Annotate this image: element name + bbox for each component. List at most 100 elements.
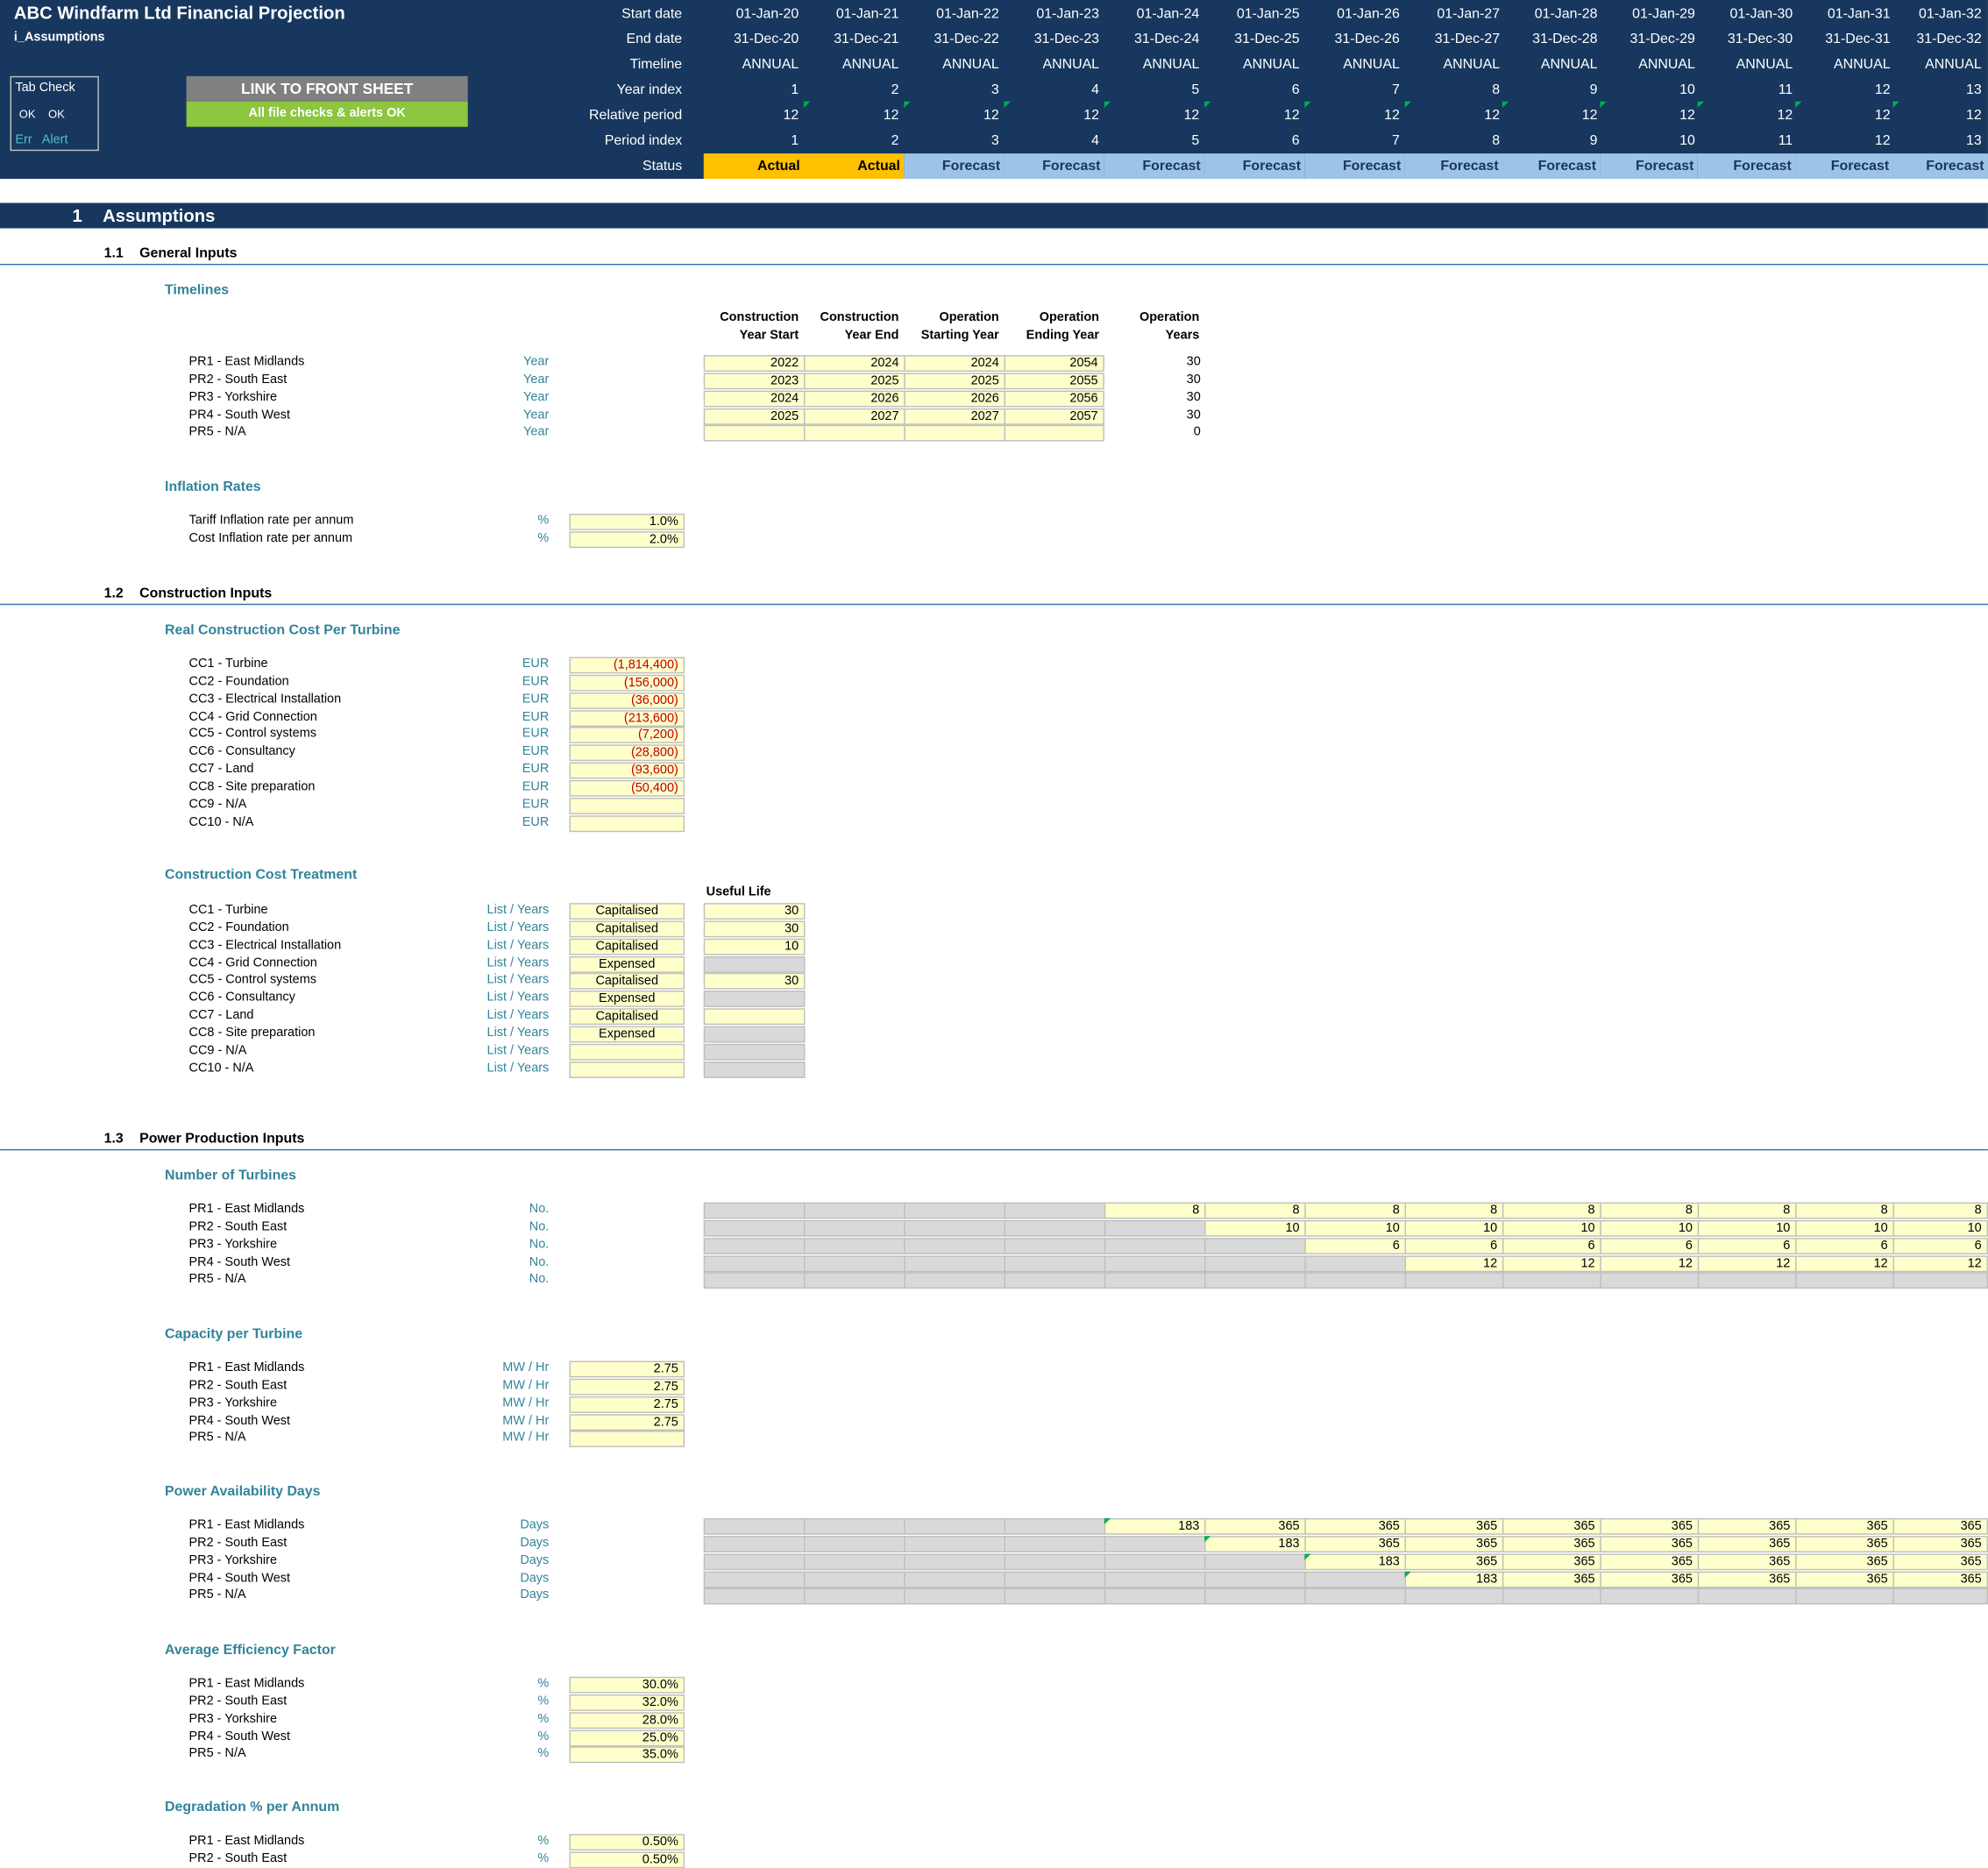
timeline-value-cell[interactable]: 365 [1502,1535,1601,1552]
timeline-value-cell[interactable]: 12 [1600,1254,1700,1272]
useful-life-input[interactable]: 30 [703,973,806,991]
timeline-value-cell[interactable]: 8 [1304,1202,1407,1219]
timeline-value-cell[interactable]: 365 [1697,1553,1797,1570]
timeline-value-cell[interactable]: 8 [1502,1202,1601,1219]
timeline-value-cell[interactable]: 12 [1697,1254,1797,1272]
timeline-value-cell[interactable]: 8 [1404,1202,1504,1219]
year-input[interactable]: 2024 [804,355,905,372]
timeline-value-cell[interactable]: 6 [1600,1237,1700,1254]
value-input[interactable]: 1.0% [569,513,685,530]
timeline-value-cell[interactable]: 12 [1404,1254,1504,1272]
timeline-value-cell[interactable]: 6 [1697,1237,1797,1254]
year-input[interactable]: 2025 [703,408,806,425]
timeline-value-cell[interactable]: 12 [1795,1254,1894,1272]
treatment-dropdown[interactable] [569,1043,685,1061]
value-input[interactable]: 30.0% [569,1676,685,1694]
year-input[interactable] [904,425,1005,443]
timeline-value-cell[interactable]: 8 [1204,1202,1306,1219]
timeline-value-cell[interactable]: 6 [1892,1237,1988,1254]
timeline-value-cell[interactable]: 365 [1600,1553,1700,1570]
value-input[interactable] [569,797,685,814]
timeline-value-cell[interactable]: 8 [1600,1202,1700,1219]
timeline-value-cell[interactable]: 365 [1600,1517,1700,1535]
timeline-value-cell[interactable]: 10 [1204,1219,1306,1237]
treatment-dropdown[interactable]: Capitalised [569,1008,685,1026]
year-input[interactable]: 2055 [1004,373,1104,389]
year-input[interactable]: 2025 [804,373,905,389]
year-input[interactable]: 2026 [804,390,905,408]
value-input[interactable]: 2.75 [569,1396,685,1413]
timeline-value-cell[interactable]: 365 [1304,1535,1407,1552]
value-input[interactable]: (156,000) [569,674,685,692]
value-input[interactable]: (28,800) [569,744,685,762]
timeline-value-cell[interactable]: 365 [1795,1535,1894,1552]
year-input[interactable]: 2027 [804,408,905,425]
timeline-value-cell[interactable]: 365 [1892,1571,1988,1587]
timeline-value-cell[interactable]: 183 [1304,1553,1407,1570]
treatment-dropdown[interactable]: Expensed [569,955,685,973]
timeline-value-cell[interactable]: 365 [1304,1517,1407,1535]
timeline-value-cell[interactable]: 12 [1502,1254,1601,1272]
timeline-value-cell[interactable]: 10 [1600,1219,1700,1237]
timeline-value-cell[interactable]: 365 [1404,1535,1504,1552]
value-input[interactable] [569,814,685,832]
timeline-value-cell[interactable]: 8 [1892,1202,1988,1219]
timeline-value-cell[interactable]: 6 [1404,1237,1504,1254]
timeline-value-cell[interactable]: 365 [1502,1553,1601,1570]
value-input[interactable]: 2.0% [569,531,685,548]
treatment-dropdown[interactable]: Capitalised [569,938,685,955]
year-input[interactable]: 2023 [703,373,806,389]
timeline-value-cell[interactable]: 365 [1204,1517,1306,1535]
year-input[interactable]: 2056 [1004,390,1104,408]
value-input[interactable]: 32.0% [569,1694,685,1711]
year-input[interactable]: 2027 [904,408,1005,425]
timeline-value-cell[interactable]: 365 [1892,1517,1988,1535]
value-input[interactable]: 25.0% [569,1729,685,1746]
timeline-value-cell[interactable]: 365 [1600,1535,1700,1552]
value-input[interactable]: 28.0% [569,1711,685,1729]
value-input[interactable]: 0.50% [569,1851,685,1868]
treatment-dropdown[interactable]: Expensed [569,991,685,1008]
value-input[interactable]: (1,814,400) [569,657,685,674]
year-input[interactable]: 2054 [1004,355,1104,372]
timeline-value-cell[interactable]: 365 [1892,1535,1988,1552]
timeline-value-cell[interactable]: 6 [1795,1237,1894,1254]
useful-life-input[interactable]: 30 [703,903,806,920]
timeline-value-cell[interactable]: 10 [1404,1219,1504,1237]
timeline-value-cell[interactable]: 8 [1697,1202,1797,1219]
useful-life-input[interactable]: 10 [703,938,806,955]
timeline-value-cell[interactable]: 365 [1795,1571,1894,1587]
year-input[interactable]: 2026 [904,390,1005,408]
timeline-value-cell[interactable]: 365 [1697,1571,1797,1587]
timeline-value-cell[interactable]: 365 [1795,1517,1894,1535]
timeline-value-cell[interactable]: 6 [1304,1237,1407,1254]
value-input[interactable]: (7,200) [569,727,685,744]
treatment-dropdown[interactable]: Capitalised [569,973,685,991]
timeline-value-cell[interactable]: 365 [1892,1553,1988,1570]
timeline-value-cell[interactable]: 10 [1795,1219,1894,1237]
value-input[interactable] [569,1431,685,1448]
treatment-dropdown[interactable]: Expensed [569,1026,685,1043]
value-input[interactable]: (93,600) [569,762,685,779]
timeline-value-cell[interactable]: 365 [1697,1535,1797,1552]
year-input[interactable] [804,425,905,443]
treatment-dropdown[interactable]: Capitalised [569,903,685,920]
link-to-front-sheet-button[interactable]: LINK TO FRONT SHEET [186,75,468,102]
timeline-value-cell[interactable]: 365 [1502,1571,1601,1587]
year-input[interactable]: 2025 [904,373,1005,389]
value-input[interactable]: (213,600) [569,709,685,727]
timeline-value-cell[interactable]: 365 [1404,1517,1504,1535]
timeline-value-cell[interactable]: 10 [1502,1219,1601,1237]
year-input[interactable]: 2024 [904,355,1005,372]
timeline-value-cell[interactable]: 8 [1104,1202,1206,1219]
timeline-value-cell[interactable]: 365 [1502,1517,1601,1535]
value-input[interactable]: (36,000) [569,692,685,709]
useful-life-input[interactable] [703,1008,806,1026]
timeline-value-cell[interactable]: 12 [1892,1254,1988,1272]
value-input[interactable]: 0.50% [569,1834,685,1851]
timeline-value-cell[interactable]: 365 [1795,1553,1894,1570]
year-input[interactable]: 2057 [1004,408,1104,425]
year-input[interactable] [1004,425,1104,443]
treatment-dropdown[interactable] [569,1061,685,1078]
timeline-value-cell[interactable]: 183 [1204,1535,1306,1552]
